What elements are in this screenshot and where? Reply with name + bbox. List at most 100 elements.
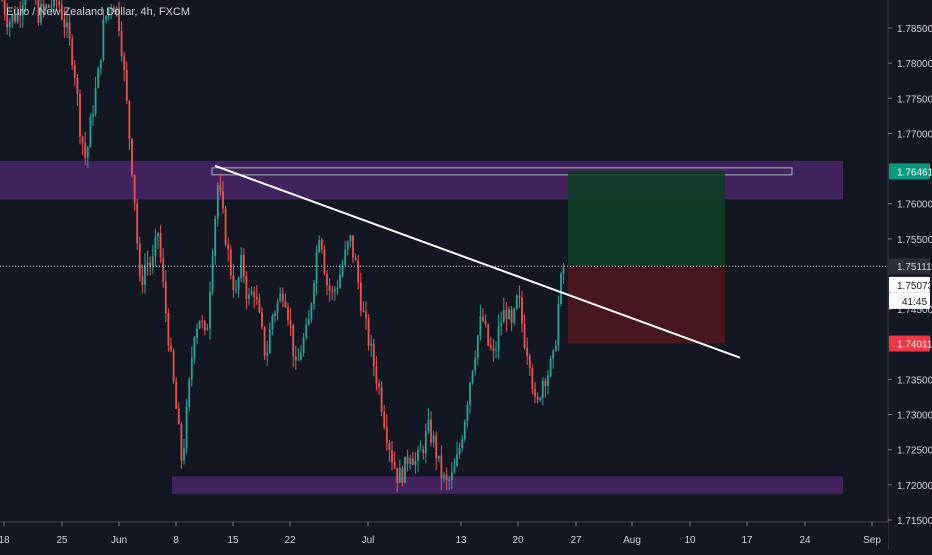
candle-body xyxy=(191,358,193,380)
candle-body xyxy=(545,381,547,386)
candle-body xyxy=(344,250,346,265)
candle-body xyxy=(386,427,388,443)
candle-body xyxy=(131,139,133,175)
candle-body xyxy=(451,473,453,480)
candle-body xyxy=(308,319,310,325)
candle-body xyxy=(487,324,489,345)
candle-body xyxy=(183,448,185,460)
candle-body xyxy=(225,208,227,244)
candle-body xyxy=(368,318,370,346)
candle-body xyxy=(542,381,544,398)
candle-body xyxy=(357,260,359,282)
candle-body xyxy=(165,281,167,313)
candle-body xyxy=(547,375,549,385)
candle-body xyxy=(500,323,502,327)
price-tag-label: 1.75111 xyxy=(897,262,932,273)
candle-body xyxy=(428,420,430,431)
candle-body xyxy=(446,475,448,480)
candle-body xyxy=(56,0,58,1)
y-tick-label: 1.78500 xyxy=(897,24,932,35)
candle-body xyxy=(430,420,432,443)
candle-body xyxy=(365,311,367,318)
x-tick-label: 27 xyxy=(570,535,582,546)
profit-zone xyxy=(568,171,725,266)
candle-body xyxy=(407,457,409,464)
candle-body xyxy=(438,456,440,459)
candle-body xyxy=(279,294,281,302)
x-tick-label: 24 xyxy=(799,535,811,546)
candle-body xyxy=(261,312,263,327)
y-tick-label: 1.77500 xyxy=(897,94,932,105)
candle-body xyxy=(194,338,196,358)
candle-body xyxy=(513,309,515,323)
y-tick-label: 1.77000 xyxy=(897,129,932,140)
candle-body xyxy=(521,298,523,324)
candle-body xyxy=(222,191,224,208)
candle-body xyxy=(313,283,315,303)
candle-body xyxy=(292,325,294,357)
candle-body xyxy=(373,344,375,367)
x-tick-label: 25 xyxy=(56,535,68,546)
candle-body xyxy=(160,233,162,258)
candle-body xyxy=(355,257,357,260)
candle-body xyxy=(329,285,331,290)
price-tag-label: 1.76461 xyxy=(897,167,932,178)
candle-body xyxy=(363,311,365,312)
candle-body xyxy=(84,143,86,158)
y-tick-label: 1.73500 xyxy=(897,375,932,386)
candle-body xyxy=(233,275,235,290)
candle-body xyxy=(201,321,203,322)
candle-body xyxy=(464,421,466,439)
candle-body xyxy=(482,316,484,320)
y-tick-label: 1.76000 xyxy=(897,200,932,211)
candle-body xyxy=(157,233,159,237)
candle-body xyxy=(425,431,427,453)
candle-body xyxy=(147,263,149,265)
candle-body xyxy=(199,321,201,329)
loss-zone xyxy=(568,266,725,343)
x-tick-label: 20 xyxy=(512,535,524,546)
candle-body xyxy=(326,274,328,285)
y-tick-label: 1.75500 xyxy=(897,235,932,246)
candle-body xyxy=(87,147,89,157)
candle-body xyxy=(303,338,305,353)
candle-body xyxy=(321,240,323,249)
x-tick-label: Aug xyxy=(623,535,641,546)
candle-body xyxy=(300,353,302,360)
candle-body xyxy=(207,329,209,330)
candle-body xyxy=(534,389,536,397)
candle-body xyxy=(69,23,71,39)
candle-body xyxy=(376,366,378,383)
candle-body xyxy=(25,0,27,5)
candle-body xyxy=(529,356,531,368)
symbol-title: Euro / New Zealand Dollar, 4h, FXCM xyxy=(6,6,190,18)
candle-body xyxy=(277,302,279,314)
candle-body xyxy=(498,326,500,350)
candle-body xyxy=(175,381,177,409)
candle-body xyxy=(532,368,534,389)
candle-body xyxy=(493,348,495,351)
candle-body xyxy=(227,245,229,250)
candle-body xyxy=(266,353,268,355)
time-scale-bg xyxy=(0,522,888,550)
candle-body xyxy=(230,250,232,276)
candle-body xyxy=(121,31,123,56)
x-tick-label: Jul xyxy=(362,535,375,546)
candle-body xyxy=(256,297,258,299)
candle-body xyxy=(246,276,248,299)
y-tick-label: 1.78000 xyxy=(897,59,932,70)
candle-body xyxy=(142,276,144,285)
candle-body xyxy=(383,411,385,426)
candle-body xyxy=(305,325,307,338)
candle-body xyxy=(503,310,505,323)
candle-body xyxy=(181,424,183,460)
candle-body xyxy=(162,258,164,281)
candle-body xyxy=(495,350,497,351)
candle-body xyxy=(9,22,11,27)
candle-body xyxy=(92,114,94,117)
candle-body xyxy=(550,358,552,375)
candle-body xyxy=(274,313,276,316)
candle-body xyxy=(409,458,411,464)
